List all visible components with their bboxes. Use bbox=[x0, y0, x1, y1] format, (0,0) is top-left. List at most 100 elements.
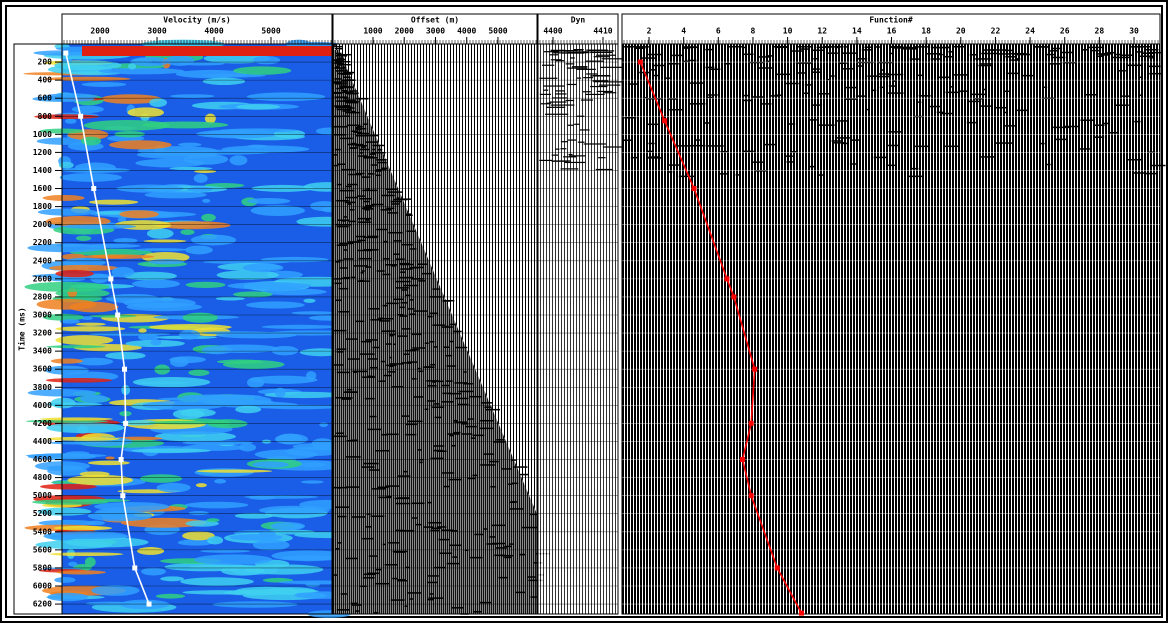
dyn-event bbox=[539, 77, 558, 79]
semblance-blob bbox=[95, 211, 127, 215]
gather-event bbox=[389, 334, 394, 337]
gather-event bbox=[434, 416, 442, 419]
gather-event bbox=[396, 198, 411, 200]
gather-event bbox=[334, 329, 347, 332]
gather-event bbox=[351, 516, 365, 518]
function-event bbox=[1048, 63, 1062, 65]
gather-event bbox=[354, 131, 363, 134]
semblance-blob bbox=[39, 483, 97, 490]
inner-frame bbox=[5, 5, 1163, 618]
function-event bbox=[1090, 49, 1102, 52]
gather-event bbox=[418, 461, 423, 464]
semblance-blob bbox=[149, 98, 167, 108]
function-event bbox=[1149, 72, 1163, 75]
dyn-event bbox=[549, 54, 559, 56]
function-event bbox=[808, 165, 815, 168]
gather-event bbox=[362, 189, 377, 192]
gather-event bbox=[367, 358, 378, 360]
gather-event bbox=[495, 547, 507, 549]
function-event bbox=[979, 63, 992, 65]
dyn-bg bbox=[538, 44, 618, 614]
semblance-blob bbox=[177, 539, 214, 546]
semblance-blob bbox=[219, 128, 298, 133]
function-event bbox=[652, 74, 659, 77]
function-event bbox=[1116, 53, 1120, 56]
gather-event bbox=[356, 134, 367, 137]
dyn-event bbox=[561, 52, 585, 54]
gather-event bbox=[426, 380, 439, 382]
gather-event bbox=[347, 203, 352, 205]
dyn-event bbox=[569, 155, 586, 157]
function-event bbox=[943, 55, 954, 58]
gather-event bbox=[442, 392, 453, 395]
function-event bbox=[981, 52, 999, 55]
gather-event bbox=[359, 148, 370, 151]
gather-event bbox=[345, 486, 360, 488]
gather-event bbox=[345, 196, 358, 199]
function-event bbox=[649, 69, 656, 71]
semblance-blob bbox=[138, 333, 159, 341]
x-tick-label: 2000 bbox=[90, 27, 109, 36]
gather-event bbox=[336, 183, 342, 186]
semblance-blob bbox=[154, 364, 170, 375]
gather-event bbox=[363, 157, 378, 159]
function-event bbox=[1094, 124, 1105, 126]
function-event bbox=[834, 142, 846, 144]
x-tick-label: 8 bbox=[751, 27, 756, 36]
gather-event bbox=[395, 502, 411, 505]
semblance-blob bbox=[75, 235, 92, 241]
semblance-blob bbox=[142, 121, 229, 129]
function-event bbox=[836, 137, 850, 139]
semblance-blob bbox=[131, 448, 211, 453]
gather-event bbox=[371, 203, 384, 206]
function-event bbox=[861, 49, 872, 51]
function-event bbox=[889, 52, 893, 55]
function-event bbox=[966, 121, 976, 124]
gather-event bbox=[408, 313, 416, 315]
gather-event bbox=[367, 375, 372, 378]
function-event bbox=[1005, 72, 1019, 75]
semblance-blob bbox=[85, 601, 133, 606]
dyn-event bbox=[596, 54, 616, 56]
gather-event bbox=[340, 85, 347, 87]
gather-event bbox=[469, 556, 483, 559]
function-event bbox=[945, 91, 961, 94]
function-event bbox=[1149, 164, 1166, 167]
gather-event bbox=[333, 574, 338, 576]
gather-event bbox=[508, 483, 513, 485]
gather-event bbox=[362, 376, 375, 378]
x-tick-label: 26 bbox=[1060, 27, 1070, 36]
dyn-event bbox=[598, 157, 606, 159]
gather-event bbox=[480, 402, 493, 404]
gather-event bbox=[424, 408, 429, 410]
dyn-event bbox=[601, 58, 626, 60]
gather-event bbox=[361, 146, 365, 149]
gather-event bbox=[339, 137, 353, 140]
gather-event bbox=[496, 439, 505, 441]
gather-event bbox=[508, 543, 515, 545]
gather-event bbox=[468, 395, 483, 398]
function-event bbox=[1051, 50, 1059, 52]
semblance-blob bbox=[83, 119, 171, 131]
function-event bbox=[838, 62, 847, 65]
gather-event bbox=[397, 475, 411, 477]
gather-event bbox=[388, 542, 400, 544]
gather-event bbox=[357, 249, 372, 252]
function-event bbox=[841, 52, 858, 54]
dyn-event bbox=[585, 93, 605, 96]
function-event bbox=[810, 104, 823, 106]
gather-event bbox=[458, 390, 474, 393]
function-event bbox=[873, 156, 887, 159]
function-event bbox=[1063, 125, 1079, 128]
function-event bbox=[855, 58, 868, 60]
semblance-blob bbox=[218, 399, 275, 405]
semblance-blob bbox=[56, 570, 106, 575]
function-event bbox=[1093, 136, 1105, 138]
dyn-event bbox=[565, 63, 575, 65]
function-event bbox=[881, 69, 885, 71]
gather-event bbox=[436, 380, 444, 383]
panel-title: Function# bbox=[869, 15, 913, 25]
gather-event bbox=[355, 126, 361, 129]
dyn-event bbox=[573, 49, 584, 51]
semblance-blob bbox=[195, 483, 207, 488]
